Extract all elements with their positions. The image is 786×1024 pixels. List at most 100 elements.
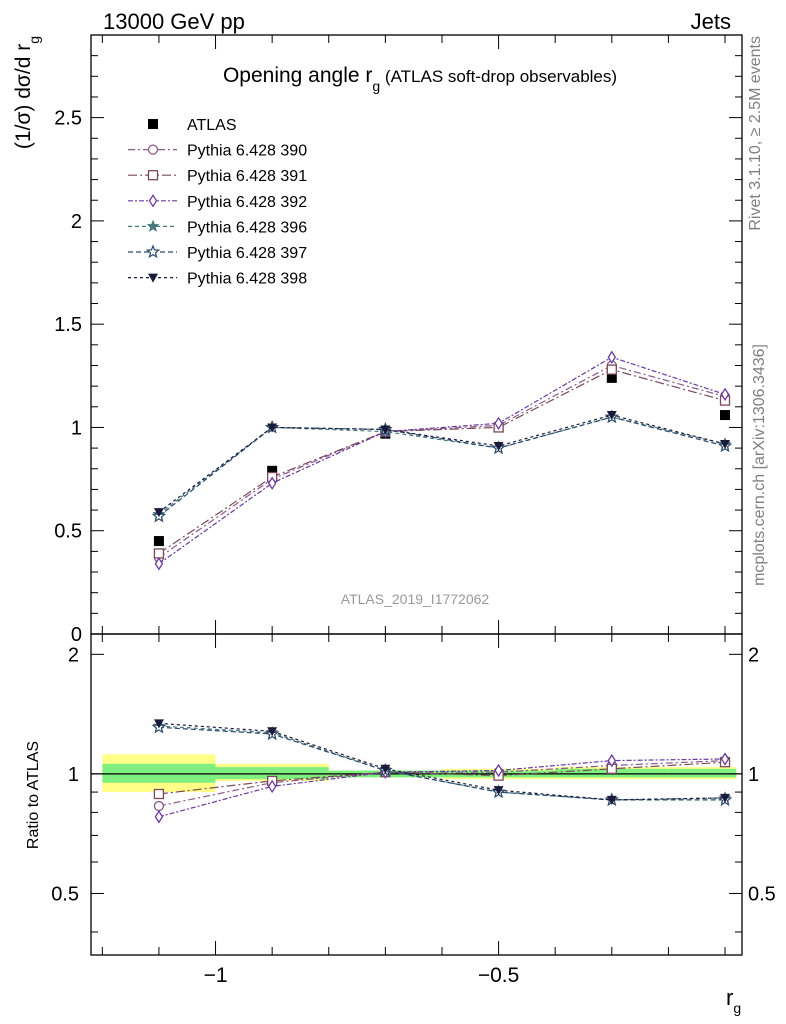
legend-marker <box>147 170 159 181</box>
main-ytick-label: 2 <box>71 211 82 233</box>
ratio-series-s396 <box>152 719 732 806</box>
ratio-series-s398 <box>153 719 731 805</box>
main-ylabel: (1/σ) dσ/d rg <box>12 36 42 149</box>
ratio-point-s392 <box>720 752 730 766</box>
main-point-s398 <box>606 411 617 421</box>
ratio-point-s398 <box>380 764 391 774</box>
ratio-point-s392 <box>154 810 164 824</box>
header-right: Jets <box>691 9 731 34</box>
ratio-point-s390 <box>153 800 165 812</box>
legend-item-s397: Pythia 6.428 397 <box>128 244 307 262</box>
ratio-point-s398 <box>153 719 164 729</box>
mcplots-label: mcplots.cern.ch [arXiv:1306.3436] <box>751 344 768 586</box>
legend-marker <box>148 119 158 129</box>
chart-title-main: Opening angle r <box>223 64 372 87</box>
main-ylabel-text: (1/σ) dσ/d r <box>12 44 35 149</box>
ratio-series-s397 <box>151 719 733 807</box>
main-line-s398 <box>158 414 726 513</box>
main-point-data <box>720 410 731 421</box>
main-point-s398 <box>380 425 391 435</box>
analysis-id: ATLAS_2019_I1772062 <box>341 591 490 607</box>
legend-label: Pythia 6.428 392 <box>187 194 307 211</box>
ratio-point-s391 <box>153 788 165 800</box>
ratio-line-s392 <box>158 758 726 818</box>
legend-item-s392: Pythia 6.428 392 <box>128 194 307 211</box>
main-point-s391 <box>606 364 617 375</box>
legend-marker <box>146 219 160 232</box>
legend-marker <box>145 244 161 259</box>
legend-label: ATLAS <box>187 117 237 134</box>
chart-title-suffix: (ATLAS soft-drop observables) <box>380 67 617 86</box>
ratio-ytick-label-right: 2 <box>748 644 759 666</box>
header-left: 13000 GeV pp <box>103 9 245 34</box>
main-point-s398 <box>720 439 731 449</box>
main-line-s396 <box>158 416 726 515</box>
main-series-s390 <box>153 360 731 563</box>
main-ytick-label: 0.5 <box>54 521 82 543</box>
legend-item-s391: Pythia 6.428 391 <box>128 168 307 185</box>
ratio-line-s390 <box>158 760 726 807</box>
legend-item-s398: Pythia 6.428 398 <box>128 271 307 288</box>
main-series-s391 <box>153 364 731 559</box>
x-axis-label-sub: g <box>733 1000 741 1016</box>
legend-item-s390: Pythia 6.428 390 <box>128 143 307 160</box>
legend-item-data: ATLAS <box>148 117 237 134</box>
main-series-data <box>153 372 731 547</box>
main-point-s398 <box>493 442 504 452</box>
legend-marker <box>147 144 159 155</box>
main-point-data <box>267 465 278 476</box>
main-point-s398 <box>153 508 164 518</box>
ratio-point-s392 <box>267 779 277 794</box>
main-point-s392 <box>154 557 164 571</box>
ratio-line-s398 <box>158 722 726 801</box>
ratio-line-s391 <box>158 761 726 795</box>
main-line-s392 <box>158 356 726 565</box>
legend-item-s396: Pythia 6.428 396 <box>128 219 307 236</box>
ratio-ylabel: Ratio to ATLAS <box>25 741 42 849</box>
main-ylabel-sub: g <box>26 36 42 44</box>
main-panel <box>151 350 733 571</box>
chart-title: Opening angle rg (ATLAS soft-drop observ… <box>223 64 617 94</box>
main-point-s392 <box>720 387 730 402</box>
legend-marker <box>148 273 158 283</box>
rivet-label: Rivet 3.1.10, ≥ 2.5M events <box>747 36 764 231</box>
axes-frames: 0 0.5 1 1.5 2 2.5 0.5 0.5 1 1 2 2 −1 −0.5 <box>51 34 776 987</box>
main-point-data <box>153 536 164 547</box>
main-line-s391 <box>158 368 726 554</box>
main-line-s390 <box>158 364 726 559</box>
legend-label: Pythia 6.428 396 <box>187 219 307 236</box>
ratio-band-inner <box>215 767 329 780</box>
main-point-s398 <box>267 423 278 433</box>
main-ytick-label: 2.5 <box>54 108 82 130</box>
main-point-data <box>606 372 617 383</box>
main-point-s392 <box>494 416 503 431</box>
main-ytick-label: 1.5 <box>54 314 82 336</box>
ratio-ytick-label-right: 1 <box>748 764 759 786</box>
ratio-point-s398 <box>720 793 731 803</box>
main-point-s392 <box>267 476 277 490</box>
main-line-s397 <box>158 416 726 517</box>
ratio-point-s398 <box>493 786 504 796</box>
ratio-point-s392 <box>607 753 617 768</box>
ratio-band-inner <box>668 768 737 778</box>
ratio-frame <box>90 633 743 956</box>
legend: ATLAS Pythia 6.428 390 Pythia 6.428 391 Pyt… <box>128 117 307 288</box>
main-point-s392 <box>607 350 617 364</box>
x-axis-label: rg <box>726 985 741 1016</box>
ratio-point-s392 <box>494 763 503 778</box>
main-ytick-label: 1 <box>71 417 82 439</box>
main-series-s392 <box>154 350 730 571</box>
ratio-ytick-label-right: 0.5 <box>748 883 776 905</box>
ratio-point-s398 <box>267 727 278 737</box>
ratio-ytick-label: 0.5 <box>51 883 79 905</box>
main-ytick-label: 0 <box>71 624 82 646</box>
x-axis-label-text: r <box>726 985 733 1010</box>
legend-label: Pythia 6.428 397 <box>187 245 307 262</box>
chart-title-sub: g <box>372 78 380 94</box>
main-series-s398 <box>153 411 731 518</box>
ratio-ytick-label: 1 <box>68 764 79 786</box>
ratio-point-s398 <box>606 795 617 805</box>
legend-label: Pythia 6.428 398 <box>187 271 307 288</box>
ratio-ytick-label: 2 <box>68 644 79 666</box>
